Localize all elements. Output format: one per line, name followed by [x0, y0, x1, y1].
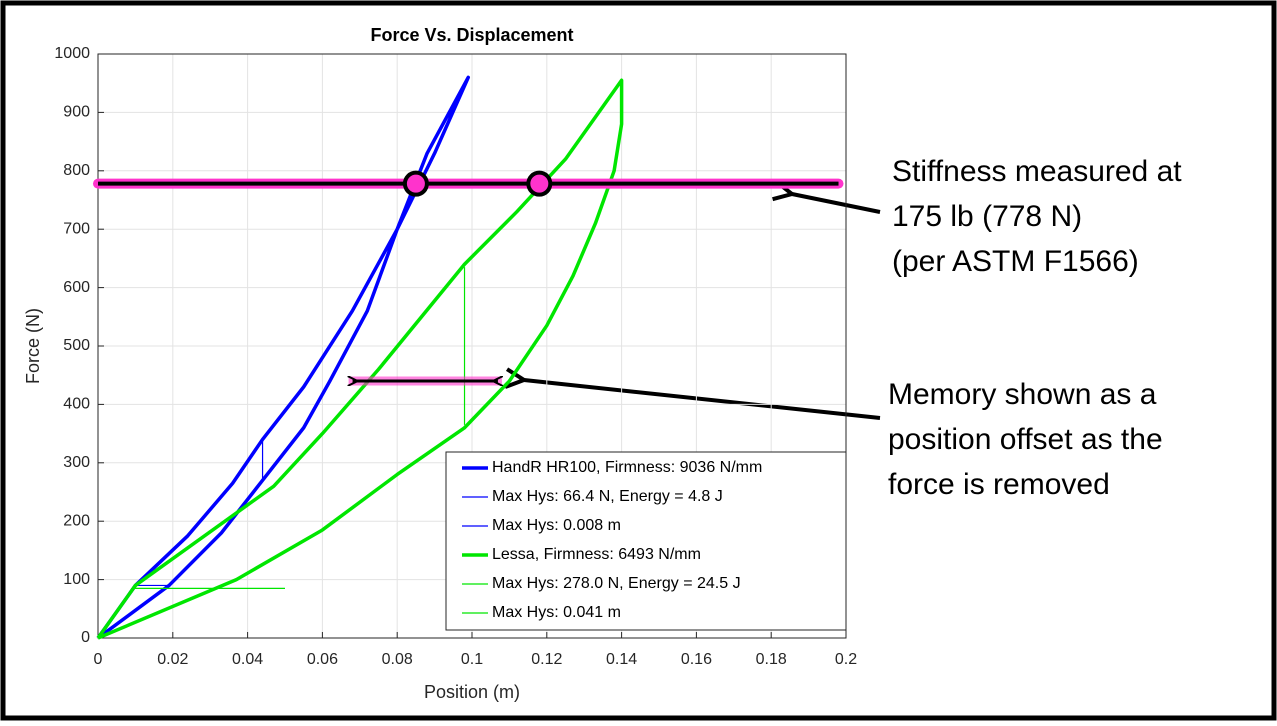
- annotation-text: 175 lb (778 N): [892, 200, 1082, 233]
- y-tick-label: 0: [81, 629, 90, 646]
- y-tick-label: 700: [63, 220, 90, 237]
- y-tick-label: 300: [63, 454, 90, 471]
- annotation-text: (per ASTM F1566): [892, 245, 1139, 278]
- x-axis-label: Position (m): [424, 682, 520, 702]
- annotation-text: Stiffness measured at: [892, 155, 1182, 188]
- x-tick-label: 0.16: [681, 651, 712, 668]
- legend-label: Max Hys: 0.008 m: [492, 517, 621, 534]
- x-tick-label: 0.04: [232, 651, 263, 668]
- legend-label: Max Hys: 278.0 N, Energy = 24.5 J: [492, 575, 741, 592]
- marker: [402, 170, 429, 197]
- plot-frame: [97, 53, 847, 639]
- x-tick-label: 0.18: [756, 651, 787, 668]
- x-tick-label: 0.08: [382, 651, 413, 668]
- y-tick-label: 500: [63, 337, 90, 354]
- legend-label: HandR HR100, Firmness: 9036 N/mm: [492, 459, 762, 476]
- callout-arrow: [792, 194, 881, 214]
- legend-box: [445, 451, 847, 631]
- chart-title: Force Vs. Displacement: [370, 25, 573, 45]
- annotation-text: force is removed: [888, 468, 1110, 501]
- callout-arrow: [524, 380, 881, 420]
- legend-label: Lessa, Firmness: 6493 N/mm: [492, 546, 701, 563]
- y-tick-label: 100: [63, 571, 90, 588]
- series-line: [96, 78, 624, 640]
- y-tick-label: 600: [63, 279, 90, 296]
- x-tick-label: 0.1: [461, 651, 483, 668]
- x-tick-label: 0: [94, 651, 103, 668]
- legend-label: Max Hys: 66.4 N, Energy = 4.8 J: [492, 488, 723, 505]
- y-tick-label: 1000: [54, 45, 90, 62]
- y-tick-label: 800: [63, 162, 90, 179]
- x-tick-label: 0.12: [531, 651, 562, 668]
- legend-label: Max Hys: 0.041 m: [492, 604, 621, 621]
- x-tick-label: 0.06: [307, 651, 338, 668]
- x-tick-label: 0.2: [835, 651, 857, 668]
- y-tick-label: 400: [63, 396, 90, 413]
- x-tick-label: 0.14: [606, 651, 637, 668]
- marker: [526, 170, 553, 197]
- annotation-text: Memory shown as a: [888, 378, 1157, 411]
- y-axis-label: Force (N): [23, 308, 43, 384]
- x-tick-label: 0.02: [157, 651, 188, 668]
- y-tick-label: 900: [63, 104, 90, 121]
- y-tick-label: 200: [63, 512, 90, 529]
- annotation-text: position offset as the: [888, 423, 1163, 456]
